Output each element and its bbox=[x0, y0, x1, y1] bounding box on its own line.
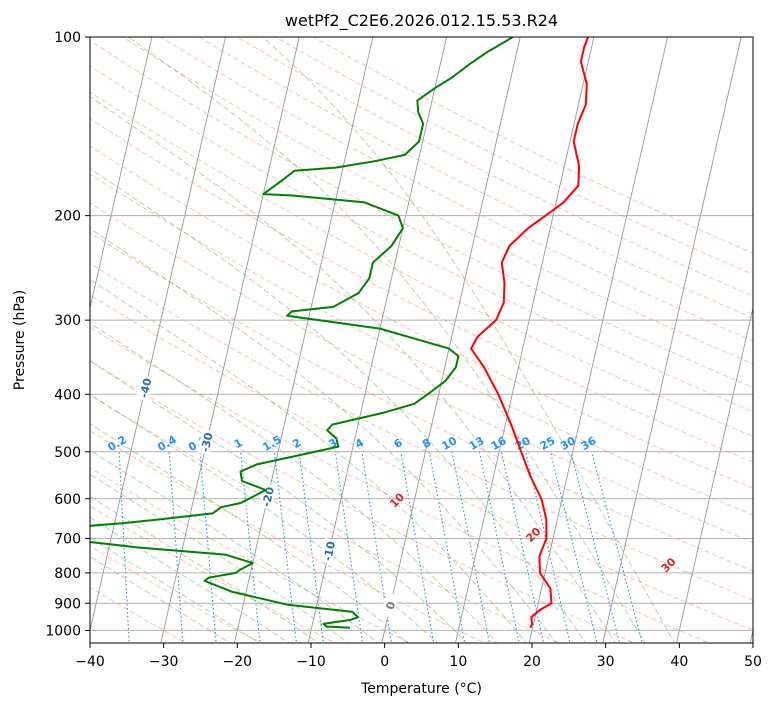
plot-frame bbox=[89, 36, 754, 644]
mixing-ratio-line bbox=[334, 451, 364, 643]
isotherm-label-bg bbox=[319, 537, 338, 565]
isotherm-label-bg bbox=[380, 592, 399, 619]
chart-title: wetPf2_C2E6.2026.012.15.53.R24 bbox=[285, 11, 558, 31]
x-tick-label: 20 bbox=[523, 654, 541, 670]
y-tick-label: 400 bbox=[54, 387, 81, 403]
x-tick-label: 30 bbox=[597, 654, 615, 670]
isotherm-label-bg bbox=[135, 374, 154, 401]
y-tick-label: 800 bbox=[54, 566, 81, 582]
x-tick-label: −20 bbox=[223, 654, 253, 670]
y-tick-label: 600 bbox=[54, 492, 81, 508]
x-axis-label: Temperature (°C) bbox=[360, 681, 482, 697]
mixing-ratio-line bbox=[168, 451, 184, 643]
isotherm bbox=[90, 37, 153, 310]
y-tick-label: 300 bbox=[54, 313, 81, 329]
mixing-ratio-line bbox=[199, 451, 217, 643]
dry-adiabat bbox=[90, 39, 753, 389]
mixing-ratio-line bbox=[591, 451, 643, 643]
mixing-ratio-line bbox=[400, 451, 435, 643]
dry-adiabat bbox=[90, 294, 753, 631]
x-tick-label: −40 bbox=[75, 654, 105, 670]
isotherm bbox=[160, 37, 300, 643]
isotherm-label: -40 bbox=[137, 377, 154, 400]
y-tick-label: 200 bbox=[54, 209, 81, 225]
isotherm bbox=[233, 37, 374, 643]
isotherms bbox=[90, 37, 753, 643]
dry-adiabat bbox=[90, 173, 753, 516]
y-tick-label: 900 bbox=[54, 596, 81, 612]
isotherm bbox=[675, 305, 753, 643]
mixing-ratio-line bbox=[428, 451, 466, 643]
y-tick-label: 500 bbox=[54, 445, 81, 461]
isotherm-label: -10 bbox=[321, 540, 338, 563]
moist-adiabat bbox=[90, 227, 557, 643]
y-tick-label: 100 bbox=[54, 30, 81, 46]
axes: −40 −30 −20 −10 0 10 20 30 40 50 100 200 300 400 500 60… bbox=[45, 30, 762, 670]
dry-adiabat bbox=[90, 91, 753, 438]
temperature-line bbox=[470, 37, 589, 629]
mixing-ratio-line bbox=[118, 451, 130, 643]
x-tick-label: 50 bbox=[744, 654, 762, 670]
dry-adiabat bbox=[90, 65, 753, 413]
mixing-ratio-line bbox=[273, 451, 297, 643]
mixing-ratio-line bbox=[549, 451, 598, 643]
mixing-ratio-line bbox=[570, 451, 621, 643]
profile-series bbox=[90, 37, 589, 629]
dry-adiabat bbox=[90, 118, 753, 463]
moist-adiabat bbox=[90, 167, 587, 643]
y-tick-label: 700 bbox=[54, 532, 81, 548]
plot-area: 0.10.20.40.611.52346810131620253036-100-… bbox=[90, 37, 753, 643]
isotherm bbox=[602, 37, 742, 643]
y-tick-label: 1000 bbox=[45, 623, 81, 639]
y-axis-label: Pressure (hPa) bbox=[12, 290, 28, 390]
dry-adiabat bbox=[90, 262, 753, 601]
isotherm bbox=[528, 37, 669, 643]
x-tick-label: 40 bbox=[670, 654, 688, 670]
isotherm-label-bg bbox=[258, 483, 277, 510]
dewpoint-line bbox=[90, 37, 514, 629]
isotherm-label: 0 bbox=[384, 600, 398, 611]
isotherm bbox=[90, 37, 227, 633]
mixing-ratio-line bbox=[478, 451, 520, 643]
x-tick-label: 10 bbox=[449, 654, 467, 670]
isotherm-label: -30 bbox=[199, 431, 216, 454]
mixing-ratio-line bbox=[298, 451, 324, 643]
mixing-ratio-line bbox=[240, 451, 261, 643]
x-tick-label: −10 bbox=[296, 654, 326, 670]
x-tick-label: −30 bbox=[149, 654, 179, 670]
mixing-ratio-line bbox=[525, 451, 571, 643]
x-tick-label: 0 bbox=[380, 654, 389, 670]
mixing-ratio-line bbox=[451, 451, 491, 643]
isotherm-label-bg bbox=[197, 429, 216, 456]
isotherm bbox=[381, 37, 521, 643]
isotherm bbox=[454, 37, 595, 643]
